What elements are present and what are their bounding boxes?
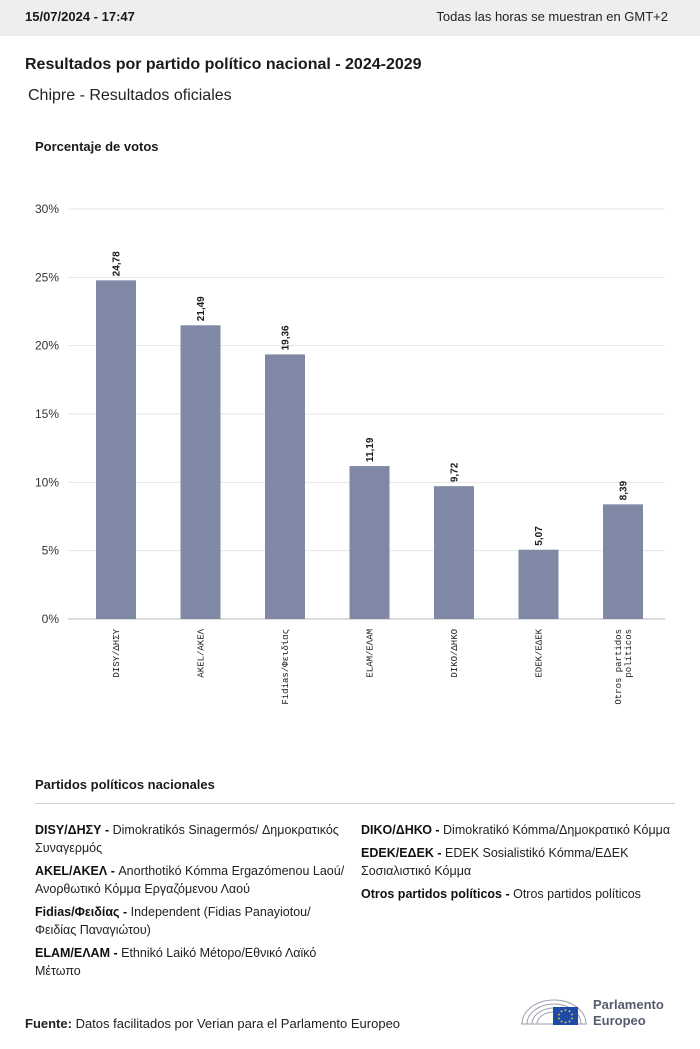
value-label: 5,07 bbox=[534, 526, 545, 546]
category-label: Fidias/Φειδίας bbox=[281, 629, 291, 705]
legend-party-name: Ethnikó Laikó Métopo/Εθνικό Λαϊκό Μέτωπο bbox=[35, 946, 317, 978]
source-label: Fuente: bbox=[25, 1016, 72, 1031]
source-text: Datos facilitados por Verian para el Par… bbox=[71, 1016, 401, 1031]
legend-party-name: Dimokratikó Kómma/Δημοκρατικό Κόμμα bbox=[443, 823, 671, 837]
source-note: Fuente: Datos facilitados por Verian par… bbox=[25, 1016, 400, 1031]
legend-item: Fidias/Φειδίας - Independent (Fidias Pan… bbox=[35, 903, 353, 939]
legend-divider bbox=[35, 803, 675, 804]
y-tick-label: 5% bbox=[42, 544, 60, 558]
bar bbox=[180, 325, 221, 619]
category-label: ELAM/ΕΛΑΜ bbox=[366, 629, 376, 678]
logo-line-2: Europeo bbox=[593, 1013, 646, 1028]
y-tick-label: 0% bbox=[42, 612, 60, 626]
legend-party-name: Independent (Fidias Panayiotou/ Φειδίας … bbox=[35, 905, 311, 937]
category-label: políticos bbox=[624, 629, 634, 678]
y-axis-label: Porcentaje de votos bbox=[35, 139, 159, 154]
logo-text: Parlamento Europeo bbox=[593, 997, 664, 1029]
value-label: 21,49 bbox=[196, 296, 207, 321]
value-label: 8,39 bbox=[619, 480, 630, 500]
legend-item: DIKO/ΔΗΚΟ - Dimokratikó Kómma/Δημοκρατικ… bbox=[361, 821, 679, 839]
legend-party-code: DIKO/ΔΗΚΟ - bbox=[361, 823, 444, 837]
timestamp: 15/07/2024 - 17:47 bbox=[25, 9, 135, 24]
category-label: DISY/ΔΗΣΥ bbox=[112, 628, 122, 677]
page-subtitle: Chipre - Resultados oficiales bbox=[28, 87, 232, 104]
legend-party-code: EDEK/ΕΔΕΚ - bbox=[361, 846, 445, 860]
parliament-hemicycle-icon bbox=[521, 999, 587, 1025]
y-tick-label: 10% bbox=[35, 475, 59, 489]
y-tick-label: 25% bbox=[35, 270, 59, 284]
legend-item: EDEK/ΕΔΕΚ - EDEK Sosialistikó Kómma/ΕΔΕΚ… bbox=[361, 844, 679, 880]
page-title: Resultados por partido político nacional… bbox=[25, 56, 422, 73]
category-label: EDEK/ΕΔΕΚ bbox=[535, 628, 545, 677]
bar-chart: 0% 5% 10% 15% 20% 25% 30% 24,78 DISY/ΔΗΣΥ 21,49 AK… bbox=[35, 202, 665, 705]
legend-item: DISY/ΔΗΣΥ - Dimokratikós Sinagermós/ Δημ… bbox=[35, 821, 353, 857]
category-label: Otros partidos bbox=[614, 629, 624, 705]
legend-party-code: AKEL/ΑΚΕΛ - bbox=[35, 864, 119, 878]
legend-item: Otros partidos políticos - Otros partido… bbox=[361, 885, 679, 903]
european-parliament-logo: Parlamento Europeo bbox=[519, 990, 689, 1030]
legend-party-code: Otros partidos políticos - bbox=[361, 887, 514, 901]
y-tick-label: 30% bbox=[35, 202, 59, 216]
bar bbox=[434, 486, 474, 619]
legend-party-name: Otros partidos políticos bbox=[513, 887, 641, 901]
legend-item: AKEL/ΑΚΕΛ - Anorthotikó Kómma Ergazómeno… bbox=[35, 862, 353, 898]
legend-party-name: Anorthotikó Kómma Ergazómenou Laoú/Ανορθ… bbox=[35, 864, 345, 896]
bar bbox=[349, 466, 390, 619]
bar bbox=[603, 504, 643, 619]
legend-party-name: Dimokratikós Sinagermós/ Δημοκρατικός Συ… bbox=[35, 823, 339, 855]
value-label: 19,36 bbox=[281, 325, 292, 350]
top-bar: 15/07/2024 - 17:47 Todas las horas se mu… bbox=[0, 0, 700, 36]
bar bbox=[96, 280, 136, 619]
value-label: 24,78 bbox=[112, 251, 123, 276]
legend-item: ELAM/ΕΛΑΜ - Ethnikó Laikó Métopo/Εθνικό … bbox=[35, 944, 353, 980]
bar bbox=[265, 354, 305, 619]
legend-column-right: DIKO/ΔΗΚΟ - Dimokratikó Kómma/Δημοκρατικ… bbox=[361, 821, 679, 908]
category-label: DIKO/ΔΗΚΟ bbox=[450, 629, 460, 678]
y-tick-label: 15% bbox=[35, 407, 59, 421]
category-label: AKEL/ΑΚΕΛ bbox=[197, 628, 207, 677]
legend-title: Partidos políticos nacionales bbox=[35, 777, 215, 792]
legend-column-left: DISY/ΔΗΣΥ - Dimokratikós Sinagermós/ Δημ… bbox=[35, 821, 353, 985]
value-label: 11,19 bbox=[365, 437, 376, 462]
timezone-note: Todas las horas se muestran en GMT+2 bbox=[436, 9, 668, 24]
value-label: 9,72 bbox=[450, 462, 461, 482]
legend-party-code: Fidias/Φειδίας - bbox=[35, 905, 131, 919]
logo-line-1: Parlamento bbox=[593, 997, 664, 1012]
bar bbox=[518, 549, 559, 619]
legend-party-code: DISY/ΔΗΣΥ - bbox=[35, 823, 113, 837]
legend-party-code: ELAM/ΕΛΑΜ - bbox=[35, 946, 122, 960]
legend-party-name: EDEK Sosialistikó Kómma/ΕΔΕΚ Σοσιαλιστικ… bbox=[361, 846, 629, 878]
y-tick-label: 20% bbox=[35, 339, 59, 353]
